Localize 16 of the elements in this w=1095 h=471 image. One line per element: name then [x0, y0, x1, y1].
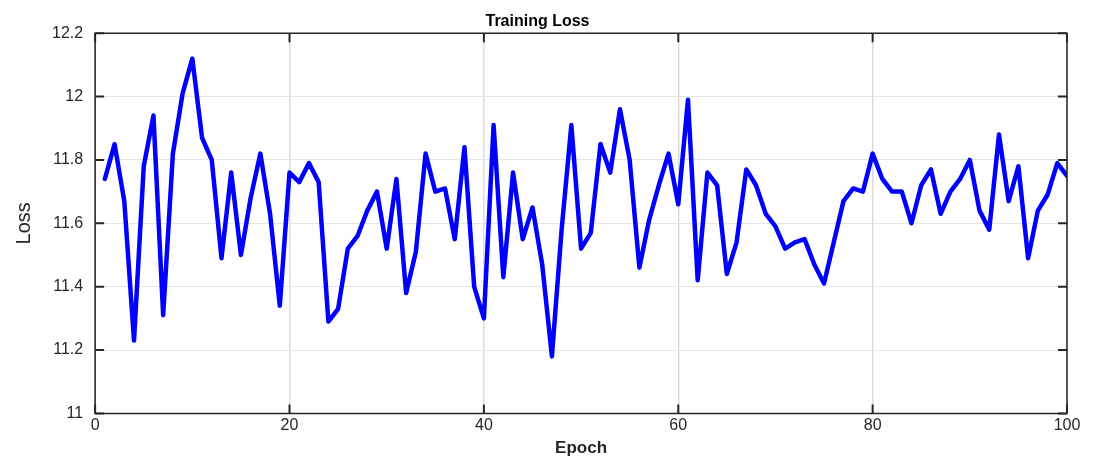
y-tick-label: 11	[66, 403, 84, 421]
y-tick-label: 11.6	[53, 213, 84, 231]
y-tick-label: 11.2	[53, 340, 84, 358]
x-tick-label: 0	[90, 416, 100, 434]
y-tick-label: 12.2	[52, 23, 84, 41]
x-tick-label: 60	[669, 416, 688, 434]
x-axis-title: Epoch	[555, 438, 608, 458]
x-tick-label: 80	[863, 416, 882, 434]
y-axis-title: Loss	[11, 202, 34, 245]
chart-title: Training Loss	[485, 12, 590, 30]
x-tick-label: 100	[1053, 416, 1081, 434]
y-tick-label: 11.4	[53, 277, 84, 295]
y-tick-label: 11.8	[53, 150, 84, 168]
x-tick-label: 20	[280, 416, 299, 434]
y-tick-label: 12	[65, 86, 84, 104]
x-tick-label: 40	[474, 416, 493, 434]
